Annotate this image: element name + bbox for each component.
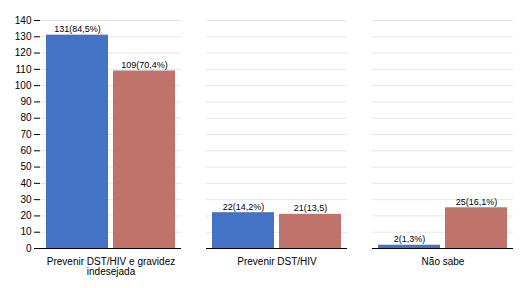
svg-text:40: 40 — [20, 178, 32, 189]
svg-text:90: 90 — [20, 96, 32, 107]
svg-text:Prevenir DST/HIV e gravidezind: Prevenir DST/HIV e gravidezindesejada — [47, 256, 175, 277]
svg-text:70: 70 — [20, 129, 32, 140]
svg-text:21(13,5): 21(13,5) — [294, 203, 328, 213]
svg-text:100: 100 — [15, 80, 32, 91]
svg-text:109(70,4%): 109(70,4%) — [121, 60, 168, 70]
svg-text:131(84,5%): 131(84,5%) — [54, 24, 101, 34]
svg-text:20: 20 — [20, 210, 32, 221]
svg-text:Não sabe: Não sabe — [422, 256, 465, 267]
svg-text:Prevenir DST/HIV: Prevenir DST/HIV — [237, 256, 317, 267]
svg-text:50: 50 — [20, 161, 32, 172]
svg-text:140: 140 — [15, 15, 32, 26]
svg-text:80: 80 — [20, 112, 32, 123]
svg-text:2(1,3%): 2(1,3%) — [394, 234, 426, 244]
svg-text:110: 110 — [16, 64, 32, 75]
svg-text:0: 0 — [26, 243, 32, 254]
svg-text:120: 120 — [15, 47, 32, 58]
svg-text:30: 30 — [20, 194, 32, 205]
svg-text:10: 10 — [20, 226, 32, 237]
svg-text:60: 60 — [20, 145, 32, 156]
svg-text:25(16,1%): 25(16,1%) — [456, 197, 498, 207]
svg-text:22(14,2%): 22(14,2%) — [223, 202, 265, 212]
svg-text:130: 130 — [15, 31, 32, 42]
